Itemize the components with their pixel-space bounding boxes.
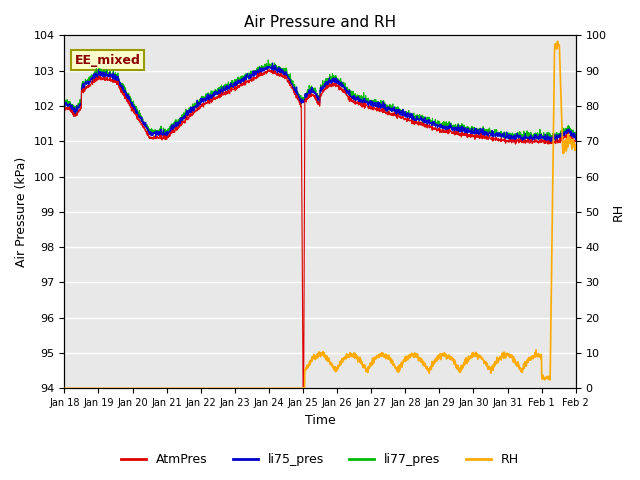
Legend: AtmPres, li75_pres, li77_pres, RH: AtmPres, li75_pres, li77_pres, RH	[116, 448, 524, 471]
Y-axis label: RH: RH	[612, 203, 625, 221]
Title: Air Pressure and RH: Air Pressure and RH	[244, 15, 396, 30]
Y-axis label: Air Pressure (kPa): Air Pressure (kPa)	[15, 156, 28, 267]
Text: EE_mixed: EE_mixed	[75, 54, 141, 67]
X-axis label: Time: Time	[305, 414, 335, 427]
